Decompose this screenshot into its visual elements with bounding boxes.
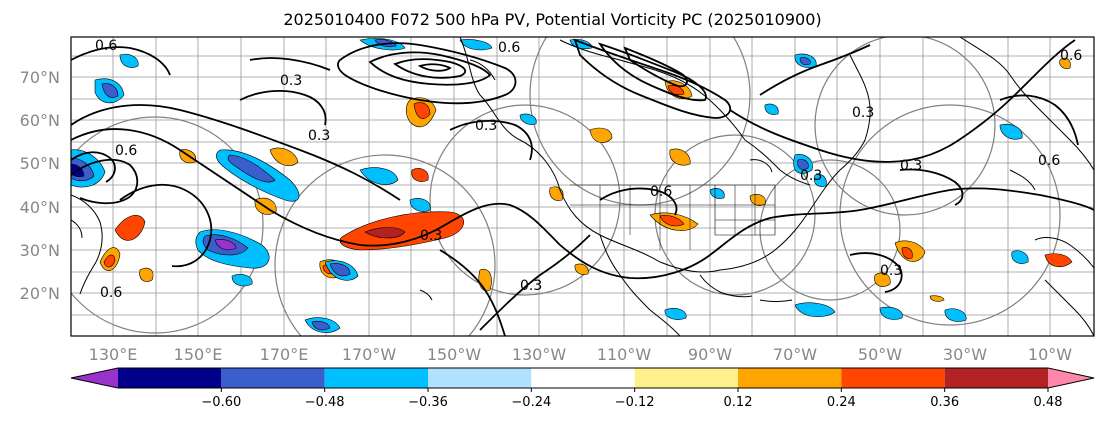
lat-label: 50°N [20, 154, 60, 173]
contour-label: 0.3 [475, 118, 497, 134]
contour-label: 0.3 [900, 158, 922, 174]
lat-label: 30°N [20, 241, 60, 260]
contour-label: 0.3 [420, 228, 442, 244]
colorbar-tick-label: 0.24 [827, 395, 856, 410]
lat-label: 60°N [20, 111, 60, 130]
colorbar-segment [118, 368, 222, 388]
colorbar-segment [531, 368, 635, 388]
contour-label: 0.6 [1060, 48, 1082, 64]
colorbar-tick-label: −0.60 [201, 395, 241, 410]
plot-frame [70, 36, 1095, 337]
contour-label: 0.6 [100, 285, 122, 301]
lon-label: 110°W [597, 345, 652, 364]
contour-label: 0.3 [280, 73, 302, 89]
lat-label: 70°N [20, 68, 60, 87]
colorbar-segment [841, 368, 945, 388]
plot-area [71, 37, 1094, 336]
contour-label: 0.3 [852, 105, 874, 121]
lon-label: 150°E [174, 345, 223, 364]
colorbar-tick-label: −0.24 [511, 395, 551, 410]
lon-label: 150°W [427, 345, 482, 364]
contour-label: 0.6 [650, 184, 672, 200]
colorbar-tick-label: −0.12 [615, 395, 655, 410]
lon-label: 170°E [260, 345, 309, 364]
colorbar-tick-label: −0.48 [305, 395, 345, 410]
contour-labels: 0.6 0.6 0.3 0.3 0.6 0.3 0.6 0.3 0.3 0.6 … [95, 38, 1082, 301]
colorbar-tick-label: 0.12 [724, 395, 753, 410]
range-circles [71, 37, 1061, 336]
colorbar-tick-label: −0.36 [408, 395, 448, 410]
lat-label: 40°N [20, 198, 60, 217]
contour-label: 0.6 [498, 40, 520, 56]
colorbar-segment [634, 368, 738, 388]
longitude-labels: 130°E 150°E 170°E 170°W 150°W 130°W 110°… [89, 345, 1073, 364]
contour-label: 0.6 [115, 143, 137, 159]
lon-label: 70°W [773, 345, 817, 364]
colorbar-extend-high [1048, 368, 1094, 388]
contour-label: 0.3 [880, 263, 902, 279]
lon-label: 50°W [858, 345, 902, 364]
colorbar-extend-low [71, 368, 118, 388]
lon-label: 10°W [1028, 345, 1072, 364]
colorbar-segment [324, 368, 428, 388]
pv-contours [71, 38, 1094, 336]
colorbar-tick-label: 0.36 [930, 395, 959, 410]
lon-label: 130°W [512, 345, 567, 364]
lon-label: 170°W [342, 345, 397, 364]
colorbar: −0.60 −0.48 −0.36 −0.24 −0.12 0.12 0.24 0.36 0.4… [70, 367, 1095, 410]
colorbar-segment [428, 368, 532, 388]
contour-label: 0.3 [308, 128, 330, 144]
lon-label: 130°E [89, 345, 138, 364]
colorbar-tick-label: 0.48 [1034, 395, 1063, 410]
colorbar-segment [221, 368, 325, 388]
negative-anomaly-shading [71, 38, 1029, 333]
lat-label: 20°N [20, 284, 60, 303]
lon-label: 90°W [688, 345, 732, 364]
coastlines [71, 37, 1094, 336]
contour-label: 0.6 [95, 38, 117, 54]
lon-label: 30°W [943, 345, 987, 364]
contour-label: 0.3 [800, 168, 822, 184]
colorbar-segment [944, 368, 1048, 388]
map-title: 2025010400 F072 500 hPa PV, Potential Vo… [283, 10, 822, 29]
colorbar-outline [70, 367, 1095, 389]
contour-label: 0.6 [1038, 153, 1060, 169]
colorbar-segment [738, 368, 842, 388]
latitude-labels: 70°N 60°N 50°N 40°N 30°N 20°N [20, 68, 60, 303]
contour-label: 0.3 [520, 278, 542, 294]
